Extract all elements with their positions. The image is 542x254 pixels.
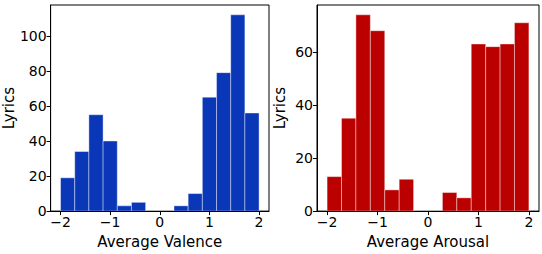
svg-text:2: 2 xyxy=(524,214,533,230)
svg-text:40: 40 xyxy=(295,97,313,113)
svg-text:1: 1 xyxy=(474,214,483,230)
svg-text:Average Arousal: Average Arousal xyxy=(367,233,489,251)
svg-text:80: 80 xyxy=(29,63,47,79)
svg-text:−2: −2 xyxy=(317,214,338,230)
svg-text:Average Valence: Average Valence xyxy=(97,233,222,251)
svg-text:100: 100 xyxy=(20,28,47,44)
svg-text:−1: −1 xyxy=(367,214,388,230)
svg-text:−1: −1 xyxy=(100,214,121,230)
svg-text:1: 1 xyxy=(205,214,214,230)
svg-text:Lyrics: Lyrics xyxy=(0,87,18,129)
svg-text:0: 0 xyxy=(424,214,433,230)
svg-text:Lyrics: Lyrics xyxy=(271,87,289,129)
svg-text:20: 20 xyxy=(29,168,47,184)
svg-text:20: 20 xyxy=(295,150,313,166)
svg-text:40: 40 xyxy=(29,133,47,149)
svg-text:0: 0 xyxy=(304,203,313,219)
svg-text:60: 60 xyxy=(295,44,313,60)
svg-text:60: 60 xyxy=(29,98,47,114)
svg-text:−2: −2 xyxy=(50,214,71,230)
svg-text:0: 0 xyxy=(38,203,47,219)
svg-text:2: 2 xyxy=(255,214,264,230)
svg-text:0: 0 xyxy=(155,214,164,230)
